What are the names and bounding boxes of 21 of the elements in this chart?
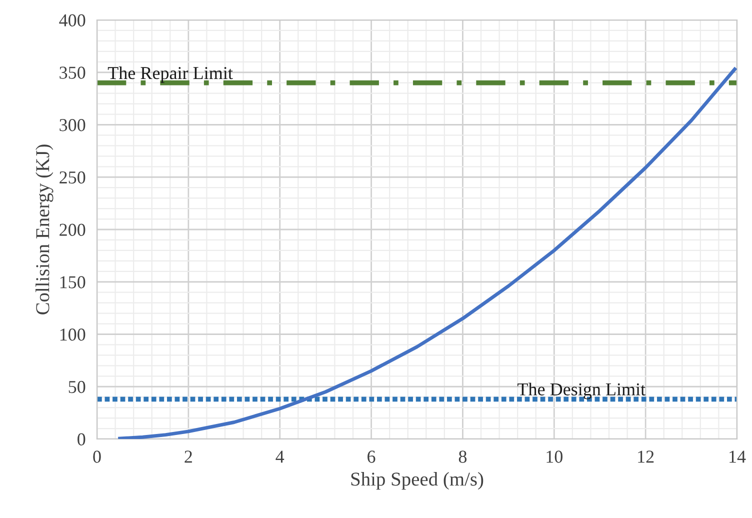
- x-tick-label: 4: [276, 450, 284, 463]
- y-tick-label: 400: [59, 14, 86, 26]
- x-tick-label: 12: [638, 450, 654, 463]
- ref-line-label: The Repair Limit: [108, 66, 233, 83]
- x-tick-label: 0: [93, 450, 101, 463]
- x-tick-label: 8: [458, 450, 467, 463]
- y-tick-label: 300: [60, 119, 86, 132]
- y-tick-label: 150: [60, 276, 86, 288]
- ref-line-label: The Design Limit: [518, 382, 646, 400]
- x-tick-label: 2: [184, 450, 192, 463]
- y-tick-label: 50: [68, 380, 86, 394]
- y-tick-label: 100: [60, 328, 86, 341]
- y-tick-label: 0: [78, 433, 86, 446]
- x-tick-label: 14: [730, 450, 746, 463]
- x-tick-label: 10: [546, 450, 562, 463]
- x-axis-title: Ship Speed (m/s): [351, 472, 484, 490]
- y-axis-title: Collision Energy (KJ): [36, 144, 54, 314]
- x-tick-label: 6: [368, 450, 376, 463]
- y-tick-label: 250: [60, 171, 86, 184]
- y-tick-label: 350: [60, 66, 86, 79]
- y-tick-label: 200: [60, 224, 86, 236]
